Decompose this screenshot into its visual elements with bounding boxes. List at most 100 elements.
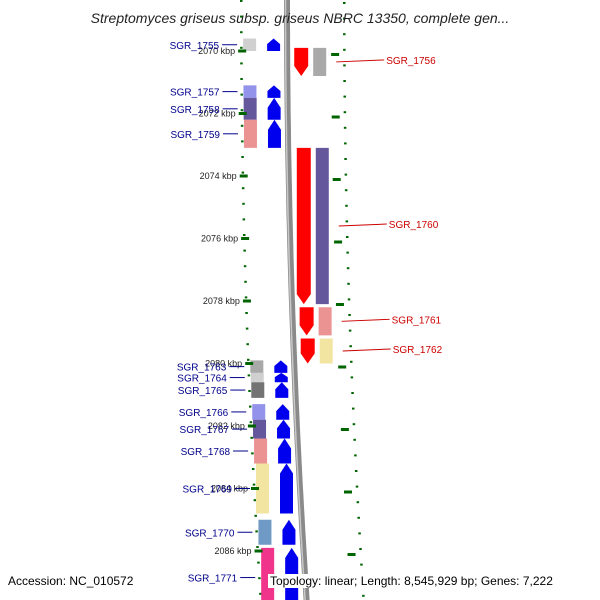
gene-arrow-reverse <box>299 307 314 336</box>
ring-dot-left <box>255 530 258 533</box>
ring-dot-left <box>245 327 249 330</box>
gene-arrow-forward <box>276 404 290 420</box>
ring-dot-left <box>248 405 252 408</box>
gene-labels: SGR_1755 SGR_1756 SGR_1757 SGR_1758 SGR_1759… <box>170 41 443 585</box>
ring-dot-left <box>240 31 243 34</box>
ring-dot-right <box>343 126 347 129</box>
gene-label: SGR_1763 <box>177 363 227 374</box>
gene-arrow-forward <box>280 463 294 514</box>
ring-dot-right <box>346 267 350 270</box>
gene-arrow-reverse <box>300 338 315 364</box>
ring-dot-right <box>357 516 360 519</box>
tick-mark-right <box>331 115 340 119</box>
tick-mark-left <box>238 112 247 115</box>
gc-block <box>258 519 272 545</box>
gene-arrow-forward <box>277 419 291 439</box>
ring-dot-left <box>240 46 243 49</box>
gene-label: SGR_1759 <box>170 130 220 141</box>
ring-dot-right <box>344 189 348 192</box>
tick-mark-left <box>241 237 250 240</box>
ring-dot-left <box>241 156 244 158</box>
tick-label: 2082 kbp <box>208 421 245 431</box>
tick-mark-right <box>332 178 341 181</box>
gene-leader-line <box>341 318 390 322</box>
ring-dot-right <box>351 407 355 410</box>
gene-arrow-forward <box>274 360 288 373</box>
ring-dot-left <box>240 78 243 80</box>
gene-arrow-forward <box>278 438 292 464</box>
feature-tracks <box>243 38 333 600</box>
gc-block <box>254 438 268 464</box>
ring-dot-left <box>253 499 257 502</box>
ring-dot-right <box>347 298 351 301</box>
gene-arrow-forward <box>267 97 281 120</box>
gene-arrow-reverse <box>294 47 309 76</box>
tick-mark-left <box>247 424 256 428</box>
ring-dot-left <box>241 140 244 143</box>
gene-label: SGR_1768 <box>181 447 231 458</box>
ring-dot-right <box>343 2 346 4</box>
ring-dot-left <box>242 218 246 221</box>
gc-block <box>243 119 257 148</box>
ring-dot-right <box>343 48 346 51</box>
gene-leader-line <box>336 59 385 63</box>
ring-dot-right <box>358 532 361 535</box>
gc-block <box>315 147 329 305</box>
backbone-highlight <box>284 0 306 600</box>
ring-dot-left <box>240 0 243 2</box>
tick-mark-right <box>335 303 344 306</box>
gene-arrow-forward <box>282 519 296 545</box>
tick-mark-right <box>340 428 349 431</box>
ring-dot-right <box>345 236 349 238</box>
ring-dot-right <box>353 438 356 441</box>
gene-label: SGR_1755 <box>170 41 220 52</box>
ring-dot-right <box>346 251 349 254</box>
ring-dot-right <box>350 376 354 379</box>
ring-dot-right <box>354 470 358 472</box>
ring-dot-left <box>244 296 248 299</box>
ring-dot-left <box>250 436 253 439</box>
ring-dot-left <box>247 374 251 377</box>
tick-label: 2080 kbp <box>205 359 242 369</box>
ring-dot-left <box>241 187 245 190</box>
ring-dot-right <box>362 594 365 597</box>
ring-dot-right <box>348 329 352 332</box>
ring-dot-left <box>240 93 243 96</box>
gene-label: SGR_1766 <box>179 408 229 419</box>
gene-arrow-forward <box>267 119 281 148</box>
gene-label: SGR_1756 <box>386 56 436 67</box>
gc-block <box>319 338 333 364</box>
tick-mark-right <box>338 365 347 369</box>
tick-mark-left <box>251 487 260 490</box>
gene-label: SGR_1758 <box>170 105 220 116</box>
gc-block <box>256 463 270 514</box>
ring-dot-left <box>240 62 243 65</box>
tick-label: 2078 kbp <box>203 296 240 306</box>
gc-block <box>313 47 327 76</box>
gc-block <box>252 404 266 420</box>
gene-label: SGR_1769 <box>183 485 233 496</box>
ring-dot-right <box>352 423 356 426</box>
ring-dot-right <box>360 563 363 566</box>
ring-dot-right <box>350 360 353 363</box>
ring-dot-left <box>240 15 243 18</box>
tick-mark-right <box>347 553 356 556</box>
ring-dot-left <box>244 280 247 283</box>
ring-dot-right <box>344 142 347 145</box>
gene-arrow-forward <box>275 382 289 398</box>
gene-label: SGR_1770 <box>185 528 235 539</box>
ring-dot-left <box>245 312 248 314</box>
tick-dot-rings <box>240 0 365 597</box>
gene-label: SGR_1767 <box>180 425 230 436</box>
gc-block <box>250 372 264 383</box>
tick-mark-right <box>334 240 343 244</box>
ring-dot-left <box>259 592 262 595</box>
ring-dot-right <box>359 548 362 550</box>
gc-block <box>253 419 267 439</box>
backbone-line <box>284 0 310 600</box>
ring-dot-right <box>343 33 346 36</box>
ring-dot-right <box>343 111 347 114</box>
ring-dot-left <box>243 249 246 252</box>
gc-block <box>250 360 264 373</box>
tick-mark-right <box>331 53 340 56</box>
